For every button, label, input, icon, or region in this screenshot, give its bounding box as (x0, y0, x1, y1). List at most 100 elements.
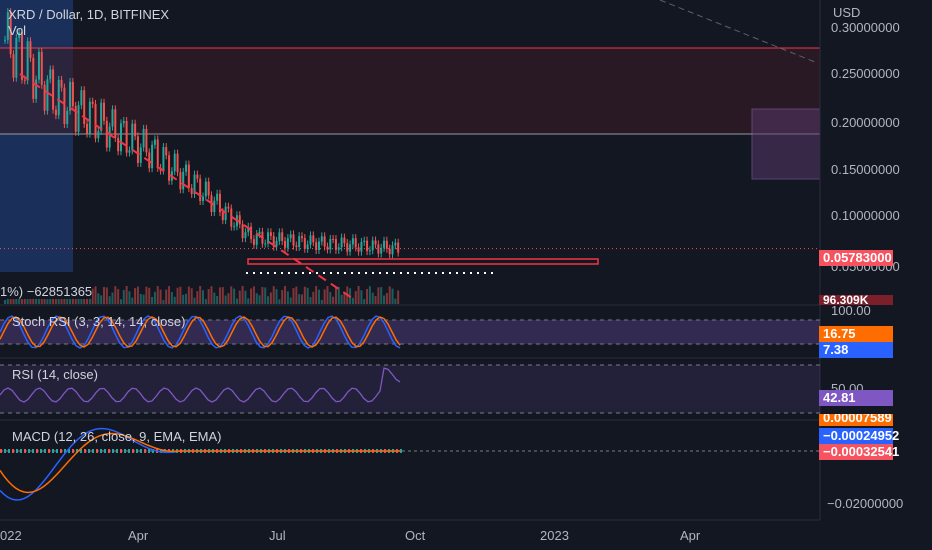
macd-histogram-bar (72, 449, 74, 453)
candle (156, 139, 159, 168)
volume-bar (139, 293, 142, 304)
volume-bar (193, 297, 196, 304)
volume-bar (281, 290, 284, 304)
candle (122, 121, 125, 124)
candle (111, 109, 114, 127)
candle (281, 232, 284, 241)
macd-histogram-bar (80, 449, 82, 453)
candle (278, 232, 281, 241)
volume-bar (337, 286, 340, 304)
candle (103, 102, 105, 121)
candle (238, 215, 241, 225)
candle (269, 232, 272, 236)
candle (88, 101, 91, 134)
candle (275, 240, 278, 247)
volume-bar (151, 296, 154, 304)
signal-line (0, 432, 400, 494)
macd-histogram-bar (44, 449, 46, 453)
stoch-axis-top: 100.00 (831, 303, 871, 318)
candle (131, 123, 134, 151)
downtrend-line (19, 73, 356, 301)
candle (162, 147, 165, 171)
macd-histogram-bar (152, 449, 154, 453)
candle (49, 69, 52, 80)
macd-hist-badge: 0.00007589 (819, 414, 893, 426)
time-tick-1: Apr (128, 528, 149, 543)
volume-bar (255, 293, 258, 304)
candle (332, 238, 335, 240)
macd-histogram-bar (36, 449, 38, 453)
volume-bar (202, 290, 204, 304)
volume-bar (366, 288, 369, 304)
candle (204, 181, 207, 197)
volume-bar (397, 290, 400, 304)
candle (213, 200, 216, 213)
volume-bar (351, 297, 354, 304)
volume-bar (286, 291, 289, 304)
candle (218, 193, 221, 213)
volume-bar (159, 289, 162, 304)
macd-histogram-bar (84, 449, 86, 453)
candle (301, 236, 303, 239)
macd-histogram-bar (52, 449, 54, 453)
candle (18, 32, 21, 38)
candle (83, 90, 86, 124)
macd-histogram-bar (48, 449, 50, 453)
macd-histogram-bar (104, 449, 106, 453)
price-tick-4: 0.10000000 (831, 208, 900, 223)
currency-label: USD (833, 5, 861, 20)
macd-histogram-bar (148, 449, 150, 453)
candle (57, 79, 60, 116)
volume-bar (269, 292, 272, 304)
candle (377, 244, 380, 254)
candle (298, 236, 301, 247)
volume-bar (360, 290, 363, 304)
candle (35, 79, 38, 99)
volume-bar (329, 292, 332, 304)
stoch-d-line (0, 316, 401, 348)
volume-bar (272, 286, 275, 304)
volume-bar (252, 286, 255, 304)
volume-bar (128, 291, 131, 304)
volume-bar (261, 287, 264, 304)
volume-bar (199, 286, 202, 304)
candle (185, 164, 188, 172)
candle (233, 226, 236, 228)
volume-bar (394, 298, 397, 304)
volume-bar (176, 287, 179, 304)
volume-bar (343, 293, 346, 304)
volume-bar (204, 299, 207, 304)
candle (329, 238, 332, 250)
volume-bar (46, 299, 49, 304)
volume-bar (207, 288, 210, 304)
macd-value-badge: −0.00024952 (819, 428, 899, 444)
candle (196, 174, 199, 179)
volume-bar (23, 294, 26, 304)
volume-bar (77, 298, 80, 304)
candle (105, 120, 108, 148)
volume-bar (295, 286, 298, 304)
volume-bar (303, 286, 306, 304)
volume-bar (377, 287, 380, 304)
candle (179, 172, 182, 190)
volume-bar (187, 286, 190, 304)
candle (100, 102, 103, 132)
candle (151, 144, 154, 169)
candle (295, 245, 298, 247)
candle (241, 224, 244, 239)
volume-bar (354, 291, 357, 304)
volume-bar (289, 297, 292, 304)
candle (247, 226, 250, 233)
macd-histogram-bar (88, 449, 90, 453)
volume-bar (267, 296, 270, 304)
candle (80, 90, 83, 106)
stoch-d-badge: 7.38 (819, 342, 893, 358)
volume-bar (264, 287, 267, 304)
symbol-title: XRD / Dollar, 1D, BITFINEX (8, 7, 170, 22)
candle (114, 109, 117, 138)
rsi-line (0, 367, 401, 403)
volume-bar (298, 294, 301, 304)
macd-histogram-bar (100, 449, 102, 453)
